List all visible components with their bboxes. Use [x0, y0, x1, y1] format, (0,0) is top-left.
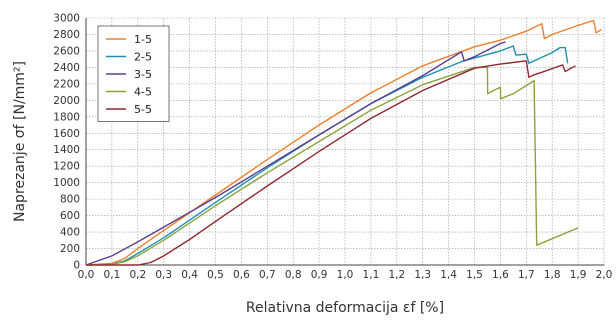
y-tick-label: 1400	[53, 144, 80, 156]
x-tick-label: 1,5	[466, 269, 483, 281]
y-axis-title: Naprezanje σf [N/mm²]	[12, 61, 28, 222]
x-tick-label: 1,8	[544, 269, 561, 281]
y-tick-label: 3000	[53, 13, 80, 25]
x-tick-label: 1,4	[440, 269, 457, 281]
x-tick-label: 0,0	[78, 269, 95, 281]
x-tick-label: 1,7	[518, 269, 535, 281]
series-line-5-5	[86, 60, 576, 266]
y-tick-label: 1000	[53, 177, 80, 189]
axes	[85, 18, 604, 266]
x-tick-label: 1,0	[337, 269, 354, 281]
x-tick-label: 0,3	[155, 269, 172, 281]
series-line-4-5	[85, 66, 579, 266]
x-tick-label: 1,3	[414, 269, 431, 281]
legend-label: 2-5	[134, 51, 152, 64]
legend-label: 3-5	[134, 68, 152, 81]
x-tick-label: 1,9	[570, 269, 587, 281]
y-tick-label: 1600	[53, 128, 80, 140]
x-axis-title: Relativna deformacija εf [%]	[246, 300, 444, 316]
y-tick-label: 2400	[53, 62, 80, 74]
tick-labels: 0,0 0,1 0,2 0,3 0,4 0,5 0,6 0,7 0,8 0,9 1,0 1,1 1,2 1…	[53, 13, 612, 282]
x-tick-label: 0,1	[104, 269, 121, 281]
x-tick-label: 1,1	[363, 269, 380, 281]
x-tick-label: 0,5	[207, 269, 224, 281]
legend: 1-5 2-5 3-5 4-5 5-5	[97, 25, 170, 122]
x-tick-label: 2,0	[596, 269, 613, 281]
y-tick-label: 800	[60, 194, 80, 206]
legend-label: 5-5	[134, 103, 152, 116]
y-tick-label: 200	[60, 243, 80, 255]
x-tick-label: 0,2	[129, 269, 146, 281]
y-tick-label: 0	[73, 260, 80, 272]
x-tick-label: 0,8	[285, 269, 302, 281]
series-line-1-5	[85, 19, 602, 266]
x-tick-label: 0,6	[233, 269, 250, 281]
y-tick-label: 600	[60, 210, 80, 222]
x-tick-label: 1,2	[388, 269, 405, 281]
x-tick-label: 1,6	[492, 269, 509, 281]
x-tick-label: 0,7	[259, 269, 276, 281]
y-tick-label: 2200	[53, 78, 80, 90]
y-tick-label: 1800	[53, 111, 80, 123]
y-tick-label: 2800	[53, 29, 80, 41]
series-lines	[85, 19, 602, 266]
legend-label: 1-5	[134, 33, 152, 46]
x-tick-label: 0,9	[311, 269, 328, 281]
legend-label: 4-5	[134, 86, 152, 99]
y-tick-label: 2600	[53, 45, 80, 57]
y-tick-label: 1200	[53, 161, 80, 173]
x-tick-label: 0,4	[181, 269, 198, 281]
y-tick-label: 2000	[53, 95, 80, 107]
y-tick-label: 400	[60, 227, 80, 239]
series-line-3-5	[85, 41, 506, 266]
series-line-2-5	[85, 45, 569, 266]
